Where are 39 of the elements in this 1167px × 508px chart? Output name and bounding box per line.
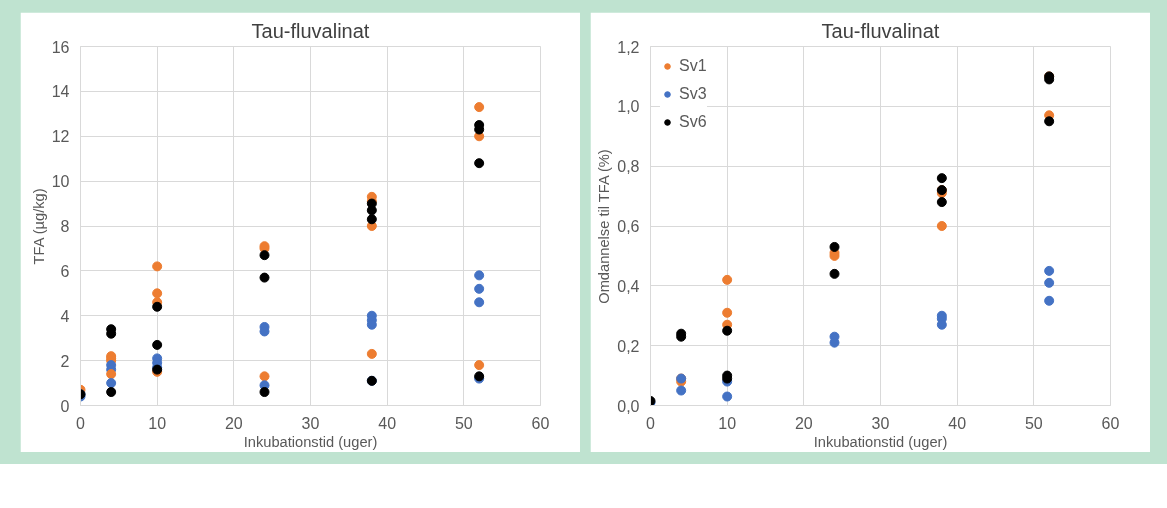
y-tick-label: 12 bbox=[51, 128, 70, 146]
y-tick-label: 6 bbox=[60, 262, 70, 280]
y-tick-label: 0 bbox=[60, 397, 70, 415]
y-tick-label: 1,2 bbox=[617, 38, 640, 56]
y-tick-label: 4 bbox=[60, 307, 70, 325]
x-tick-label: 0 bbox=[76, 414, 86, 432]
x-tick-label: 40 bbox=[948, 414, 967, 432]
y-tick-label: 0,2 bbox=[617, 337, 640, 355]
chart-title: Tau-fluvalinat bbox=[821, 19, 940, 42]
y-axis-title: Omdannelse til TFA (%) bbox=[596, 149, 613, 304]
y-tick-label: 0,4 bbox=[617, 277, 640, 295]
y-tick-label: 10 bbox=[51, 173, 70, 191]
y-tick-label: 0,6 bbox=[617, 218, 640, 235]
x-tick-label: 20 bbox=[794, 414, 813, 432]
legend-label: Sv6 bbox=[679, 113, 707, 131]
x-axis-title: Inkubationstid (uger) bbox=[243, 433, 378, 450]
x-tick-label: 60 bbox=[531, 414, 550, 432]
y-tick-label: 0,0 bbox=[617, 397, 640, 415]
x-tick-label: 60 bbox=[1101, 414, 1120, 432]
x-tick-label: 10 bbox=[718, 414, 737, 432]
x-tick-label: 40 bbox=[378, 414, 397, 432]
y-tick-label: 2 bbox=[60, 352, 70, 370]
y-tick-label: 1,0 bbox=[617, 98, 640, 116]
legend-label: Sv1 bbox=[679, 57, 707, 75]
legend-label: Sv3 bbox=[679, 85, 707, 103]
x-tick-label: 30 bbox=[301, 414, 320, 432]
x-tick-label: 50 bbox=[454, 414, 473, 432]
x-axis-title: Inkubationstid (uger) bbox=[813, 433, 948, 450]
x-tick-label: 0 bbox=[646, 414, 656, 432]
x-tick-label: 20 bbox=[224, 414, 243, 432]
x-tick-label: 10 bbox=[148, 414, 167, 432]
y-tick-label: 16 bbox=[51, 38, 70, 56]
y-tick-label: 8 bbox=[60, 218, 70, 235]
y-tick-label: 0,8 bbox=[617, 158, 640, 176]
x-tick-label: 50 bbox=[1024, 414, 1043, 432]
chart-title: Tau-fluvalinat bbox=[251, 19, 370, 42]
y-tick-label: 14 bbox=[51, 83, 70, 101]
y-axis-title: TFA (µg/kg) bbox=[30, 188, 47, 265]
x-tick-label: 30 bbox=[871, 414, 890, 432]
